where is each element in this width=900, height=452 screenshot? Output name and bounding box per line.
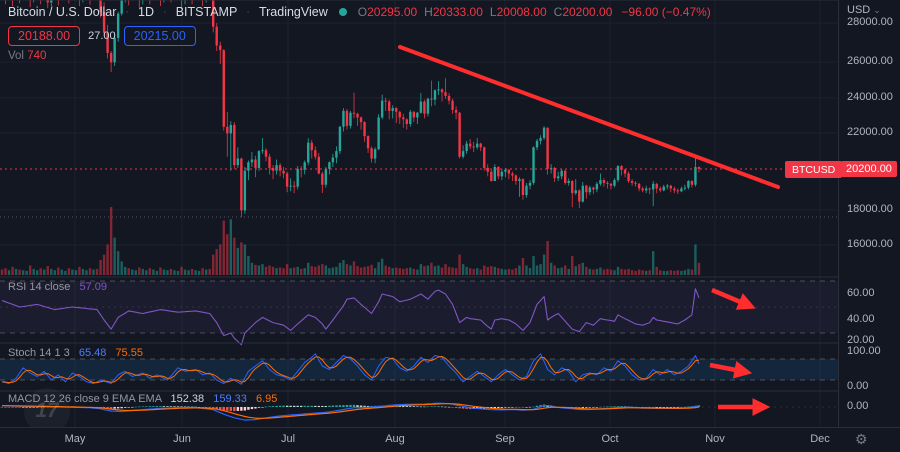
- symbol-price-label-badge: BTCUSD: [785, 161, 843, 178]
- time-axis-month-label: Sep: [495, 433, 515, 445]
- price-axis-label: 22000.00: [847, 126, 893, 138]
- volume-readout: Vol 740: [8, 50, 46, 62]
- price-axis-label: 28000.00: [847, 16, 893, 28]
- time-axis-month-label: Aug: [385, 433, 405, 445]
- price-axis[interactable]: USD ⌄ 20200.00 28000.00 26000.00 24000.00 2…: [838, 0, 900, 427]
- interval-label[interactable]: 1D: [138, 5, 155, 19]
- stoch-d-value: 75.55: [115, 347, 143, 359]
- macd-line-value: 159.33: [213, 393, 247, 405]
- macd-signal-value: 6.95: [255, 393, 278, 405]
- rsi-axis-label: 20.00: [847, 334, 875, 346]
- stoch-axis-label: 100.00: [847, 345, 881, 357]
- spread-value: 27.00: [88, 30, 116, 42]
- time-axis[interactable]: ⚙ May Jun Jul Aug Sep Oct Nov Dec: [0, 427, 900, 452]
- close-value: 20200.00: [562, 5, 613, 19]
- price-axis-label: 24000.00: [847, 91, 893, 103]
- stoch-title: Stoch 14 1 3: [8, 347, 70, 359]
- time-axis-month-label: Jul: [280, 433, 296, 445]
- time-axis-month-label: May: [64, 433, 86, 445]
- rsi-axis-label: 60.00: [847, 287, 875, 299]
- time-axis-month-label: Jun: [173, 433, 191, 445]
- change-readout: −96.00 (−0.47%): [621, 5, 711, 19]
- separator-dot: ·: [125, 6, 130, 18]
- bid-ask-row: 20188.00 27.00 20215.00: [8, 26, 196, 46]
- buy-button[interactable]: 20215.00: [123, 26, 196, 46]
- rsi-value: 57.09: [79, 281, 107, 293]
- last-price-badge: 20200.00: [841, 161, 897, 177]
- rsi-axis-label: 40.00: [847, 313, 875, 325]
- market-status-icon: [338, 8, 347, 16]
- time-axis-month-label: Oct: [601, 433, 619, 445]
- open-value: 20295.00: [367, 5, 418, 19]
- macd-title: MACD 12 26 close 9 EMA EMA: [8, 393, 162, 405]
- ohlc-readout: O20295.00 H20333.00 L20008.00 C20200.00: [357, 5, 613, 19]
- exchange-label[interactable]: BITSTAMP: [175, 5, 238, 19]
- macd-hist-value: 152.38: [170, 393, 205, 405]
- stoch-legend[interactable]: Stoch 14 1 3 65.48 75.55: [8, 347, 143, 359]
- separator-dot: ·: [163, 6, 167, 18]
- vendor-label[interactable]: TradingView: [258, 5, 328, 19]
- symbol-title[interactable]: Bitcoin / U.S. Dollar: [8, 5, 117, 19]
- tradingview-logo-watermark: 17: [24, 388, 70, 434]
- sell-button[interactable]: 20188.00: [8, 26, 81, 46]
- high-value: 20333.00: [432, 5, 483, 19]
- rsi-legend[interactable]: RSI 14 close 57.09: [8, 281, 107, 293]
- low-value: 20008.00: [496, 5, 547, 19]
- stoch-k-value: 65.48: [78, 347, 107, 359]
- chart-canvas[interactable]: [0, 0, 838, 427]
- price-axis-label: 16000.00: [847, 238, 893, 250]
- volume-label: Vol: [8, 50, 24, 62]
- axis-currency-selector[interactable]: USD ⌄: [847, 4, 881, 16]
- time-axis-month-label: Nov: [705, 433, 725, 445]
- rsi-title: RSI 14 close: [8, 281, 71, 293]
- separator-dot: ·: [246, 6, 250, 18]
- price-axis-label: 26000.00: [847, 55, 893, 67]
- volume-value: 740: [27, 50, 47, 62]
- price-axis-label: 18000.00: [847, 203, 893, 215]
- macd-legend[interactable]: MACD 12 26 close 9 EMA EMA 152.38 159.33…: [8, 393, 277, 405]
- chevron-down-icon: ⌄: [873, 5, 881, 15]
- macd-axis-label: 0.00: [847, 400, 869, 412]
- stoch-axis-label: 0.00: [847, 380, 869, 392]
- time-axis-month-label: Dec: [810, 433, 830, 445]
- chart-legend-header: Bitcoin / U.S. Dollar · 1D · BITSTAMP · …: [8, 5, 711, 19]
- gear-icon[interactable]: ⚙: [855, 431, 868, 447]
